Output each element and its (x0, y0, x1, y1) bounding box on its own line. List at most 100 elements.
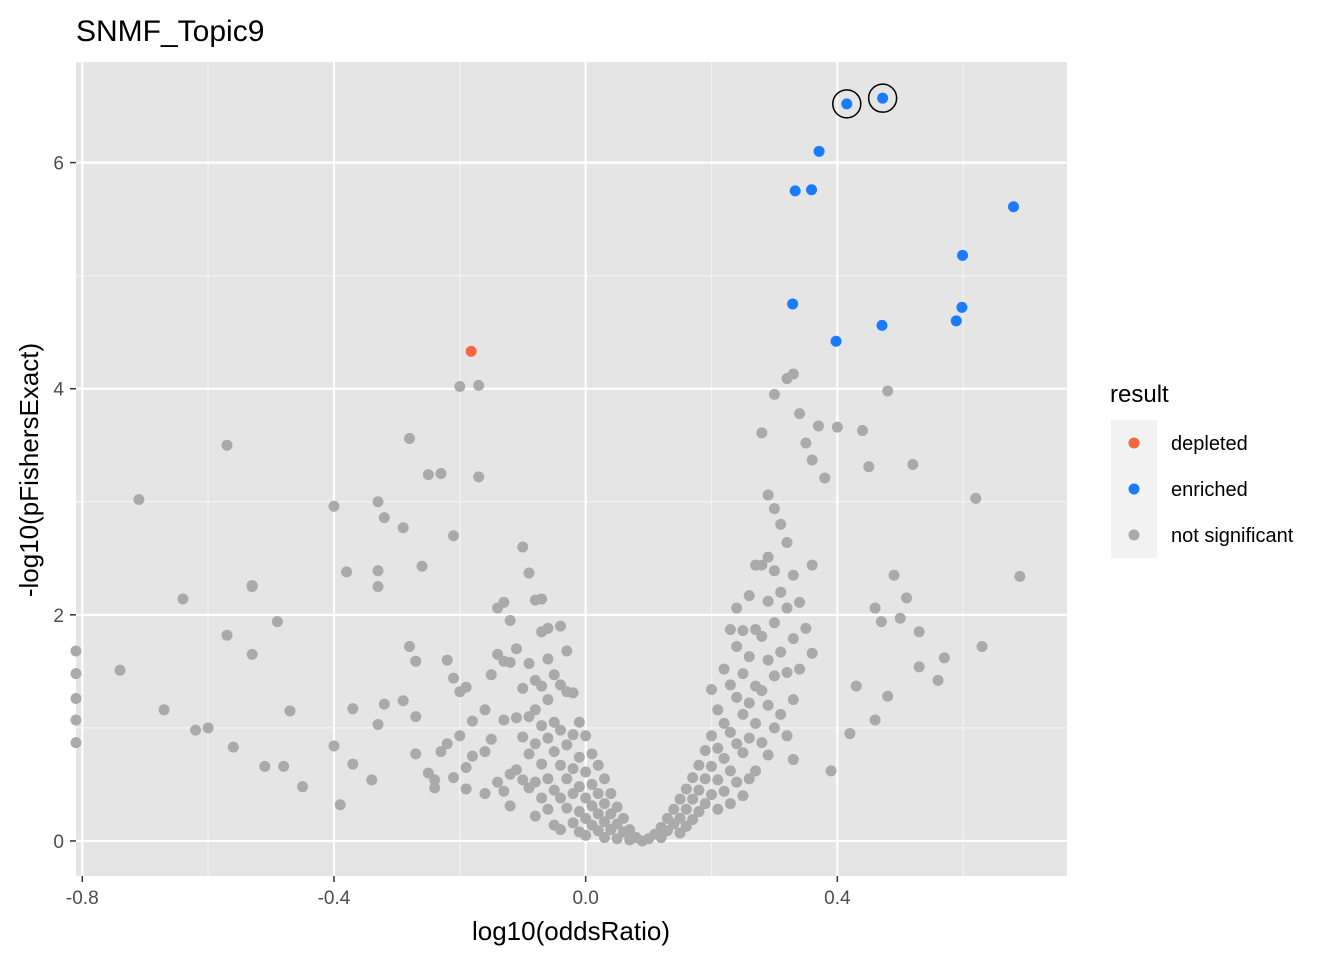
point-not-significant (542, 773, 554, 785)
point-not-significant (605, 787, 617, 799)
point-not-significant (724, 765, 736, 777)
point-not-significant (712, 803, 724, 815)
point-not-significant (787, 754, 799, 766)
point-not-significant (737, 625, 749, 637)
y-axis: 0 2 4 6 (53, 154, 76, 853)
point-not-significant (687, 793, 699, 805)
point-not-significant (693, 759, 705, 771)
point-not-significant (158, 704, 170, 716)
point-not-significant (743, 651, 755, 663)
point-not-significant (831, 421, 843, 433)
point-not-significant (328, 740, 340, 752)
point-not-significant (366, 774, 378, 786)
point-not-significant (586, 748, 598, 760)
point-not-significant (787, 569, 799, 581)
point-enriched (950, 315, 962, 327)
point-not-significant (561, 645, 573, 657)
point-not-significant (712, 704, 724, 716)
point-not-significant (523, 567, 535, 579)
point-not-significant (548, 746, 560, 758)
point-not-significant (787, 694, 799, 706)
point-not-significant (794, 408, 806, 420)
point-not-significant (297, 781, 309, 793)
point-not-significant (347, 703, 359, 715)
point-not-significant (580, 766, 592, 778)
point-not-significant (787, 633, 799, 645)
legend-label: enriched (1171, 479, 1248, 501)
point-enriched (806, 184, 818, 196)
point-not-significant (762, 551, 774, 563)
point-not-significant (561, 802, 573, 814)
point-not-significant (554, 724, 566, 736)
point-not-significant (611, 801, 623, 813)
point-not-significant (724, 798, 736, 810)
point-not-significant (857, 425, 869, 437)
point-not-significant (429, 774, 441, 786)
point-not-significant (227, 741, 239, 753)
point-not-significant (844, 728, 856, 740)
legend-swatch (1128, 437, 1140, 449)
point-not-significant (190, 724, 202, 736)
point-not-significant (70, 645, 82, 657)
point-not-significant (819, 472, 831, 484)
point-not-significant (536, 680, 548, 692)
point-not-significant (510, 764, 522, 776)
highlight-circle (832, 89, 862, 119)
point-not-significant (479, 746, 491, 758)
x-tick-label: 0.0 (572, 888, 598, 909)
point-not-significant (913, 626, 925, 638)
point-not-significant (517, 682, 529, 694)
point-not-significant (485, 669, 497, 681)
point-not-significant (712, 774, 724, 786)
point-not-significant (743, 697, 755, 709)
point-not-significant (259, 760, 271, 772)
point-not-significant (724, 726, 736, 738)
point-not-significant (781, 667, 793, 678)
chart-title: SNMF_Topic9 (76, 15, 264, 48)
y-tick-label: 2 (53, 606, 64, 627)
point-not-significant (718, 663, 730, 675)
point-not-significant (768, 722, 780, 734)
point-not-significant (743, 773, 755, 785)
point-not-significant (586, 778, 598, 790)
point-not-significant (668, 803, 680, 815)
point-not-significant (932, 674, 944, 686)
point-not-significant (737, 790, 749, 802)
point-not-significant (894, 612, 906, 624)
point-not-significant (542, 732, 554, 744)
point-not-significant (554, 824, 566, 836)
point-not-significant (454, 730, 466, 742)
point-not-significant (580, 829, 592, 841)
point-enriched (787, 298, 799, 310)
point-not-significant (806, 559, 818, 571)
point-not-significant (674, 812, 686, 824)
point-not-significant (768, 670, 780, 682)
point-not-significant (177, 593, 189, 605)
point-not-significant (743, 590, 755, 602)
point-not-significant (863, 461, 875, 473)
point-not-significant (737, 668, 749, 680)
point-not-significant (743, 732, 755, 744)
point-not-significant (460, 783, 472, 795)
point-not-significant (221, 629, 233, 641)
point-not-significant (403, 432, 415, 444)
point-not-significant (466, 715, 478, 727)
point-not-significant (680, 803, 692, 815)
point-not-significant (737, 747, 749, 759)
point-not-significant (284, 705, 296, 717)
point-not-significant (448, 530, 460, 542)
point-not-significant (372, 581, 384, 593)
point-not-significant (580, 792, 592, 804)
point-not-significant (976, 640, 988, 652)
point-not-significant (756, 737, 768, 749)
point-enriched (789, 185, 801, 197)
point-not-significant (737, 708, 749, 720)
point-not-significant (422, 469, 434, 481)
point-enriched (813, 145, 825, 157)
point-not-significant (806, 647, 818, 659)
point-not-significant (901, 592, 913, 604)
point-not-significant (517, 731, 529, 743)
point-not-significant (850, 680, 862, 692)
point-not-significant (529, 776, 541, 788)
